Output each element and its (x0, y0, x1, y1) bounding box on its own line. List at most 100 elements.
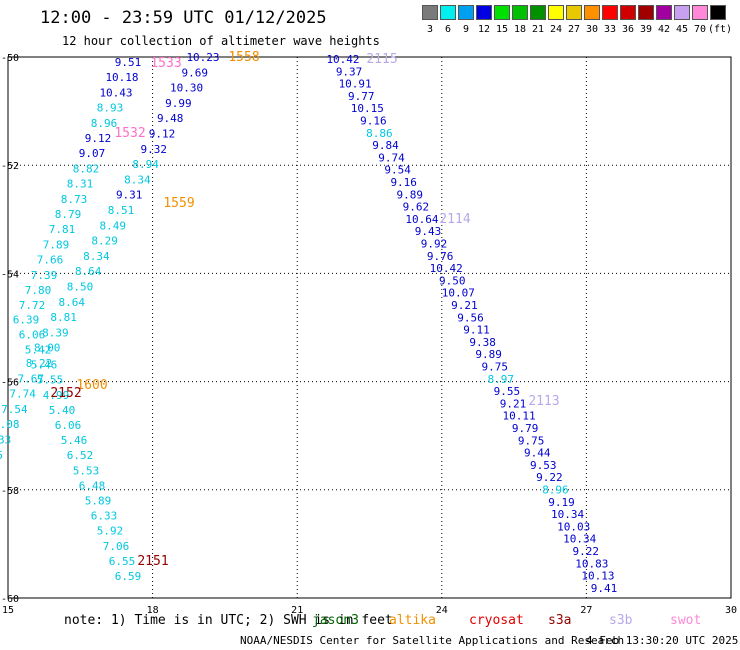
track-d-value: 9.37 (336, 65, 363, 78)
color-scale-label: 36 (621, 24, 635, 35)
generated-timestamp: 4 Feb 13:30:20 UTC 2025 (586, 634, 739, 647)
track-b-value: 8.81 (50, 311, 77, 324)
track-b-value: 8.34 (83, 250, 110, 263)
pass-time-label: 1600 (76, 378, 107, 393)
color-scale-label: 27 (567, 24, 581, 35)
track-d-value: 8.86 (366, 127, 393, 140)
track-c-value: 6.48 (79, 479, 106, 492)
color-swatch (530, 5, 546, 20)
track-c-value: 4.99 (43, 389, 70, 402)
track-b-value: 9.31 (116, 189, 143, 202)
track-b-value: 7.15 (0, 449, 3, 462)
color-swatch (548, 5, 564, 20)
x-tick-label: 21 (291, 605, 303, 616)
track-d-value: 9.44 (524, 447, 551, 460)
track-d-value: 9.11 (463, 324, 490, 337)
track-d-value: 9.43 (415, 225, 442, 238)
color-swatch (458, 5, 474, 20)
track-d-value: 9.62 (403, 201, 430, 214)
color-swatch (440, 5, 456, 20)
track-b-value: 8.94 (132, 158, 159, 171)
track-d-value: 10.34 (551, 508, 584, 521)
track-b-value: 9.12 (149, 128, 176, 141)
color-scale-label: 15 (495, 24, 509, 35)
track-a-value: 8.31 (67, 178, 94, 191)
track-c-value: 6.52 (67, 449, 94, 462)
track-c-value: 6.39 (13, 313, 40, 326)
color-scale-label: 6 (444, 24, 452, 35)
track-d-value: 9.89 (397, 188, 424, 201)
credit-line: NOAA/NESDIS Center for Satellite Applica… (240, 634, 625, 647)
color-scale-label: 12 (477, 24, 491, 35)
track-a-value: 9.51 (115, 56, 142, 69)
track-d-value: 9.76 (427, 250, 454, 263)
color-scale-label: 18 (513, 24, 527, 35)
track-d-value: 9.75 (482, 361, 509, 374)
track-c-value: 6.59 (115, 570, 142, 583)
track-d-value: 9.38 (469, 336, 496, 349)
x-tick-label: 15 (2, 605, 14, 616)
track-c-value: 6.06 (55, 419, 82, 432)
track-a-value: 8.93 (97, 102, 124, 115)
track-d-value: 10.42 (326, 53, 359, 66)
color-scale-label: 30 (585, 24, 599, 35)
color-swatch (656, 5, 672, 20)
track-c-value: 7.06 (103, 540, 130, 553)
color-swatch (602, 5, 618, 20)
track-d-value: 8.96 (542, 484, 569, 497)
color-scale-label: 45 (675, 24, 689, 35)
x-tick-label: 27 (580, 605, 592, 616)
track-a-value: 8.82 (73, 162, 100, 175)
color-scale-label: 21 (531, 24, 545, 35)
track-b-value: 9.69 (182, 66, 209, 79)
color-swatch (710, 5, 726, 20)
color-swatch (638, 5, 654, 20)
track-d-value: 10.91 (339, 78, 372, 91)
pass-time-label: 2152 (50, 386, 81, 401)
track-b-value: 9.48 (157, 112, 184, 125)
y-tick-label: -54 (1, 269, 19, 280)
satellite-label: swot (670, 613, 702, 628)
pass-time-label: 1559 (163, 196, 194, 211)
track-d-value: 9.16 (360, 115, 387, 128)
track-a-value: 10.18 (105, 71, 138, 84)
color-scale-label: 9 (462, 24, 470, 35)
track-d-value: 9.75 (518, 434, 545, 447)
track-d-value: 9.89 (475, 348, 502, 361)
pass-time-label: 2114 (439, 212, 470, 227)
track-b-value: 9.99 (165, 97, 192, 110)
track-d-value: 9.16 (390, 176, 417, 189)
track-d-value: 9.56 (457, 311, 484, 324)
track-b-value: 8.22 (26, 357, 53, 370)
track-d-value: 10.11 (502, 410, 535, 423)
track-b-value: 8.29 (91, 235, 118, 248)
footer-note: note: 1) Time is in UTC; 2) SWH is in fe… (64, 613, 393, 628)
track-b-value: 8.51 (108, 204, 135, 217)
track-d-value: 9.92 (421, 238, 448, 251)
track-d-value: 9.41 (591, 582, 618, 595)
track-a-value: 9.07 (79, 147, 106, 160)
color-scale-label: 70 (693, 24, 707, 35)
color-scale-label: 42 (657, 24, 671, 35)
track-b-value: 7.54 (1, 403, 28, 416)
color-swatch (422, 5, 438, 20)
track-a-value: 8.79 (55, 208, 82, 221)
color-scale-label: 39 (639, 24, 653, 35)
track-d-value: 9.22 (536, 471, 563, 484)
track-d-value: 10.07 (442, 287, 475, 300)
track-c-value: 6.55 (109, 555, 136, 568)
track-d-value: 10.13 (581, 570, 614, 583)
color-swatch (512, 5, 528, 20)
track-b-value: 8.34 (124, 173, 151, 186)
track-b-value: 8.00 (34, 342, 61, 355)
y-tick-label: -56 (1, 378, 19, 389)
color-swatch (494, 5, 510, 20)
track-b-value: 8.64 (75, 265, 102, 278)
track-d-value: 9.22 (573, 545, 600, 558)
pass-time-label: 1532 (114, 126, 145, 141)
y-tick-label: -50 (1, 53, 19, 64)
satellite-label: altika (389, 613, 436, 628)
track-b-value: 7.08 (0, 418, 19, 431)
color-scale-label: 24 (549, 24, 563, 35)
